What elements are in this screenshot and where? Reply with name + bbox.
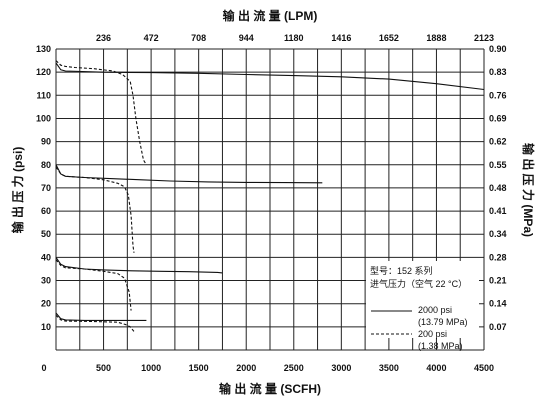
x-top-tick-label: 236 xyxy=(96,33,111,43)
x-top-tick-label: 1888 xyxy=(426,33,446,43)
x-tick-label: 1000 xyxy=(141,363,161,373)
x-tick-label: 2500 xyxy=(284,363,304,373)
y-left-tick-label: 130 xyxy=(36,44,51,54)
y-right-tick-label: 0.90 xyxy=(489,44,507,54)
y-left-tick-label: 60 xyxy=(41,206,51,216)
chart-title-lpm: 输 出 流 量 (LPM) xyxy=(223,8,318,23)
series-line-2 xyxy=(55,60,147,166)
x-top-tick-label: 1652 xyxy=(379,33,399,43)
legend-box xyxy=(366,261,479,338)
grid xyxy=(55,48,485,351)
x-tick-label: 3500 xyxy=(379,363,399,373)
tick-labels: 0 500 1000 1500 2000 2500 3000 3500 4000 4500 236 4… xyxy=(36,33,507,373)
x-top-tick-label: 2123 xyxy=(474,33,494,43)
y-left-tick-label: 50 xyxy=(41,229,51,239)
y-right-tick-label: 0.76 xyxy=(489,90,507,100)
x-top-tick-label: 944 xyxy=(239,33,254,43)
series-line-7 xyxy=(55,312,147,321)
y-axis-title-mpa: 输 出 压 力 (MPa) xyxy=(521,143,535,237)
y-right-tick-label: 0.55 xyxy=(489,160,507,170)
y-left-tick-label: 40 xyxy=(41,252,51,262)
legend-model: 型号：152 系列 xyxy=(370,265,433,276)
y-left-tick-label: 100 xyxy=(36,113,51,123)
y-right-tick-label: 0.62 xyxy=(489,137,507,147)
series-line-3 xyxy=(55,164,323,184)
x-axis-title-scfh: 输 出 流 量 (SCFH) xyxy=(219,381,321,396)
y-right-tick-label: 0.34 xyxy=(489,229,507,239)
y-left-tick-label: 20 xyxy=(41,299,51,309)
legend-entry2-mpa: (1.38 MPa) xyxy=(418,341,463,351)
x-top-tick-label: 1180 xyxy=(284,33,304,43)
y-right-tick-label: 0.21 xyxy=(489,276,507,286)
x-tick-label: 500 xyxy=(96,363,111,373)
y-left-tick-label: 70 xyxy=(41,183,51,193)
series-line-4 xyxy=(55,166,135,253)
y-left-tick-label: 90 xyxy=(41,137,51,147)
x-tick-label: 2000 xyxy=(236,363,256,373)
x-tick-label: 4500 xyxy=(474,363,494,373)
series-line-5 xyxy=(55,257,223,274)
series-line-8 xyxy=(55,314,135,332)
x-tick-label: 3000 xyxy=(331,363,351,373)
x-top-tick-label: 1416 xyxy=(331,33,351,43)
y-axis-title-psi: 输 出 压 力 (psi) xyxy=(10,147,25,234)
x-tick-label: 4000 xyxy=(426,363,446,373)
y-left-tick-label: 110 xyxy=(36,90,51,100)
y-right-tick-label: 0.48 xyxy=(489,183,507,193)
x-top-tick-label: 708 xyxy=(191,33,206,43)
y-left-tick-label: 30 xyxy=(41,276,51,286)
y-left-tick-label: 80 xyxy=(41,160,51,170)
legend-entry1-mpa: (13.79 MPa) xyxy=(418,317,468,327)
y-right-tick-label: 0.41 xyxy=(489,206,507,216)
y-right-tick-label: 0.69 xyxy=(489,113,507,123)
series-line-6 xyxy=(55,259,132,311)
legend-inlet: 进气压力（空气 22 °C） xyxy=(370,278,467,289)
series-lines xyxy=(55,60,485,332)
y-right-tick-label: 0.83 xyxy=(489,67,507,77)
y-right-tick-label: 0.28 xyxy=(489,252,507,262)
x-top-tick-label: 472 xyxy=(144,33,159,43)
legend-entry2-psi: 200 psi xyxy=(418,329,447,339)
x-tick-label: 0 xyxy=(41,363,46,373)
series-line-1 xyxy=(55,62,485,91)
legend: 型号：152 系列 进气压力（空气 22 °C） 2000 psi (13.79… xyxy=(366,261,479,351)
y-right-tick-label: 0.14 xyxy=(489,299,507,309)
x-tick-label: 1500 xyxy=(189,363,209,373)
y-left-tick-label: 120 xyxy=(36,67,51,77)
y-right-tick-label: 0.07 xyxy=(489,322,507,332)
legend-entry1-psi: 2000 psi xyxy=(418,305,452,315)
y-left-tick-label: 10 xyxy=(41,322,51,332)
